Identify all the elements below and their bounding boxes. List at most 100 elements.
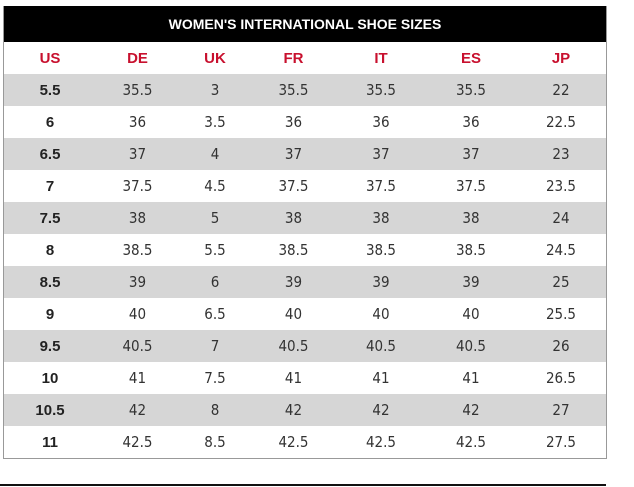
cell-it: 37 [372,145,390,163]
cell-jp: 27 [552,401,570,419]
cell-it: 37.5 [365,177,397,195]
table-row: 10 41 7.5 41 41 41 26.5 [4,362,606,394]
cell-es: 41 [462,369,480,387]
table-row: 5.5 35.5 3 35.5 35.5 35.5 22 [4,74,606,106]
table-row: 9.5 40.5 7 40.5 40.5 40.5 26 [4,330,606,362]
cell-de: 41 [128,369,147,387]
cell-it: 38 [372,209,390,227]
cell-jp: 27.5 [545,433,577,451]
cell-de: 40 [128,305,147,323]
cell-it: 40 [372,305,390,323]
table-row: 8.5 39 6 39 39 39 25 [4,266,606,298]
table-row: 6.5 37 4 37 37 37 23 [4,138,606,170]
cell-us: 6 [45,113,55,131]
column-header-us: US [39,49,61,67]
cell-es: 37 [462,145,480,163]
column-header-es: ES [460,49,481,67]
cell-de: 37.5 [122,177,153,195]
cell-es: 39 [462,273,480,291]
cell-us: 7 [45,177,55,195]
cell-us: 8 [45,241,55,259]
cell-it: 40.5 [365,337,397,355]
cell-uk: 7 [210,337,220,355]
cell-uk: 8 [210,401,220,419]
cell-es: 42 [462,401,480,419]
cell-uk: 5 [210,209,220,227]
cell-fr: 39 [284,273,303,291]
header-row: US DE UK FR IT ES JP [4,42,606,74]
cell-de: 38 [128,209,147,227]
cell-es: 40 [462,305,480,323]
cell-fr: 42 [284,401,303,419]
size-chart-table: WOMEN'S INTERNATIONAL SHOE SIZES US DE UK F… [3,6,607,459]
cell-es: 40.5 [455,337,487,355]
cell-jp: 25 [552,273,570,291]
cell-it: 42.5 [365,433,397,451]
cell-us: 9.5 [39,337,61,355]
table-row: 6 36 3.5 36 36 36 22.5 [4,106,606,138]
cell-de: 36 [128,113,147,131]
cell-jp: 26 [552,337,570,355]
table-row: 8 38.5 5.5 38.5 38.5 38.5 24.5 [4,234,606,266]
table-title: WOMEN'S INTERNATIONAL SHOE SIZES [4,6,606,42]
cell-de: 35.5 [122,81,153,99]
cell-es: 36 [462,113,480,131]
cell-es: 37.5 [455,177,487,195]
cell-de: 42.5 [122,433,153,451]
cell-de: 38.5 [122,241,153,259]
cell-uk: 6 [210,273,220,291]
cell-uk: 3.5 [204,113,226,131]
cell-fr: 40 [284,305,303,323]
table-row: 11 42.5 8.5 42.5 42.5 42.5 27.5 [4,426,606,458]
cell-es: 38 [462,209,480,227]
table-row: 7 37.5 4.5 37.5 37.5 37.5 23.5 [4,170,606,202]
cell-it: 36 [372,113,390,131]
cell-es: 38.5 [455,241,487,259]
cell-jp: 26.5 [545,369,577,387]
table-row: 10.5 42 8 42 42 42 27 [4,394,606,426]
cell-us: 10.5 [35,401,65,419]
cell-us: 9 [45,305,55,323]
cell-jp: 23 [552,145,570,163]
cell-fr: 41 [284,369,303,387]
cell-fr: 35.5 [278,81,309,99]
cell-uk: 6.5 [204,305,226,323]
cell-it: 38.5 [365,241,397,259]
column-header-jp: JP [551,49,571,67]
cell-uk: 4.5 [204,177,226,195]
cell-fr: 36 [284,113,303,131]
cell-us: 5.5 [39,81,61,99]
cell-jp: 25.5 [545,305,577,323]
cell-es: 35.5 [455,81,487,99]
cell-it: 42 [372,401,390,419]
cell-fr: 42.5 [278,433,309,451]
cell-jp: 24.5 [545,241,577,259]
cell-jp: 22.5 [545,113,577,131]
cell-us: 7.5 [39,209,61,227]
table-row: 9 40 6.5 40 40 40 25.5 [4,298,606,330]
cell-de: 37 [128,145,147,163]
cell-uk: 7.5 [204,369,226,387]
cell-uk: 5.5 [204,241,226,259]
cell-uk: 4 [210,145,220,163]
cell-uk: 8.5 [204,433,226,451]
cell-us: 11 [42,433,58,451]
cell-es: 42.5 [455,433,487,451]
cell-us: 6.5 [39,145,61,163]
cell-it: 35.5 [365,81,397,99]
column-header-fr: FR [283,49,304,67]
cell-us: 8.5 [39,273,61,291]
column-header-de: DE [127,49,148,67]
cell-fr: 38.5 [278,241,309,259]
cell-jp: 24 [552,209,570,227]
cell-de: 39 [128,273,147,291]
cell-it: 41 [372,369,390,387]
cell-jp: 23.5 [545,177,577,195]
column-header-it: IT [374,49,388,67]
cell-fr: 40.5 [278,337,309,355]
cell-uk: 3 [210,81,220,99]
cell-fr: 37.5 [278,177,309,195]
column-header-uk: UK [204,49,226,67]
cell-jp: 22 [552,81,570,99]
cell-it: 39 [372,273,390,291]
